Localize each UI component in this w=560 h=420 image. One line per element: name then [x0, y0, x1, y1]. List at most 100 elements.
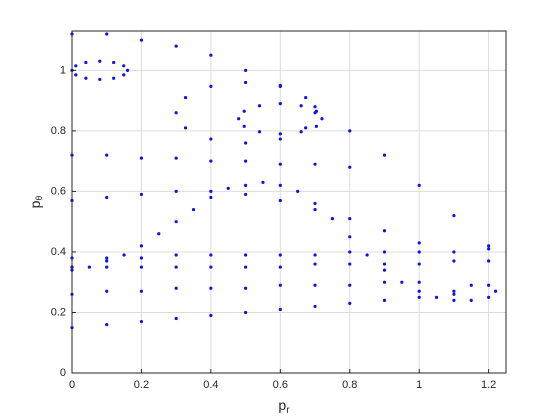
point: [122, 73, 126, 77]
point: [278, 265, 282, 269]
point: [139, 38, 144, 42]
point: [261, 180, 265, 184]
point: [209, 265, 213, 269]
point: [348, 235, 352, 239]
point: [174, 286, 178, 290]
point: [469, 298, 473, 302]
point: [313, 262, 317, 266]
y-tick-label: 0.6: [51, 185, 66, 197]
x-axis-label: pr: [278, 397, 290, 416]
point: [417, 289, 421, 293]
point: [174, 316, 178, 321]
point: [209, 313, 213, 318]
point: [313, 162, 317, 166]
point: [348, 283, 352, 287]
point: [105, 256, 109, 260]
point: [244, 265, 248, 269]
point: [299, 130, 303, 134]
point: [417, 183, 421, 187]
point: [244, 310, 248, 315]
point: [493, 289, 498, 293]
point: [348, 301, 352, 305]
point: [320, 117, 324, 121]
point: [209, 159, 213, 163]
point: [278, 137, 282, 141]
point: [84, 76, 88, 80]
point: [122, 64, 126, 68]
point: [125, 68, 130, 72]
point: [139, 289, 144, 293]
y-tick-label: 0.8: [51, 125, 66, 137]
point: [417, 262, 421, 266]
point: [257, 130, 262, 134]
y-tick-label: 0.2: [51, 306, 66, 318]
point: [244, 141, 248, 145]
point: [487, 247, 491, 251]
point: [244, 68, 248, 72]
point: [313, 304, 317, 309]
point: [244, 192, 248, 197]
point: [226, 186, 230, 190]
x-tick-label: 1: [416, 379, 422, 391]
point: [174, 253, 178, 257]
point: [174, 156, 178, 160]
point: [209, 195, 213, 200]
point: [452, 298, 456, 302]
point: [105, 322, 109, 327]
point: [487, 259, 491, 263]
point: [314, 124, 319, 128]
point: [112, 60, 116, 65]
point: [382, 298, 387, 302]
point: [209, 286, 213, 290]
point: [122, 253, 126, 257]
y-tick-label: 0.4: [51, 246, 66, 258]
y-tick-label: 0: [60, 367, 66, 379]
point: [296, 189, 300, 194]
point: [382, 262, 387, 266]
point: [304, 126, 308, 130]
point: [191, 207, 196, 212]
point: [348, 129, 352, 133]
point: [278, 198, 282, 203]
point: [417, 241, 421, 245]
point: [244, 159, 248, 163]
point: [139, 244, 144, 248]
point: [209, 189, 213, 194]
point: [487, 283, 491, 287]
y-label-sub: θ: [34, 196, 44, 201]
point: [278, 84, 282, 88]
point: [105, 259, 109, 263]
point: [313, 283, 317, 287]
plot-frame: [71, 30, 507, 374]
point: [183, 126, 188, 130]
point: [330, 217, 334, 221]
point: [434, 295, 439, 299]
point: [304, 95, 308, 100]
point: [98, 59, 102, 63]
x-label-sub: r: [286, 405, 290, 416]
point: [278, 162, 282, 166]
point: [242, 109, 246, 113]
point: [257, 104, 262, 108]
point: [452, 292, 456, 296]
point: [244, 286, 248, 290]
point: [112, 76, 116, 80]
point: [139, 156, 144, 160]
point: [365, 253, 369, 257]
point: [400, 280, 404, 284]
x-tick-label: 0.2: [134, 379, 149, 391]
x-tick-label: 0.6: [273, 379, 288, 391]
point: [452, 214, 456, 218]
point: [313, 207, 317, 212]
point: [452, 250, 456, 254]
point: [348, 165, 352, 169]
point: [209, 253, 213, 257]
point: [452, 259, 456, 263]
x-tick-label: 0.8: [342, 379, 357, 391]
point: [382, 268, 387, 272]
point: [244, 183, 248, 187]
point: [174, 265, 178, 269]
point: [174, 44, 178, 48]
point: [278, 102, 282, 106]
point: [105, 32, 109, 36]
